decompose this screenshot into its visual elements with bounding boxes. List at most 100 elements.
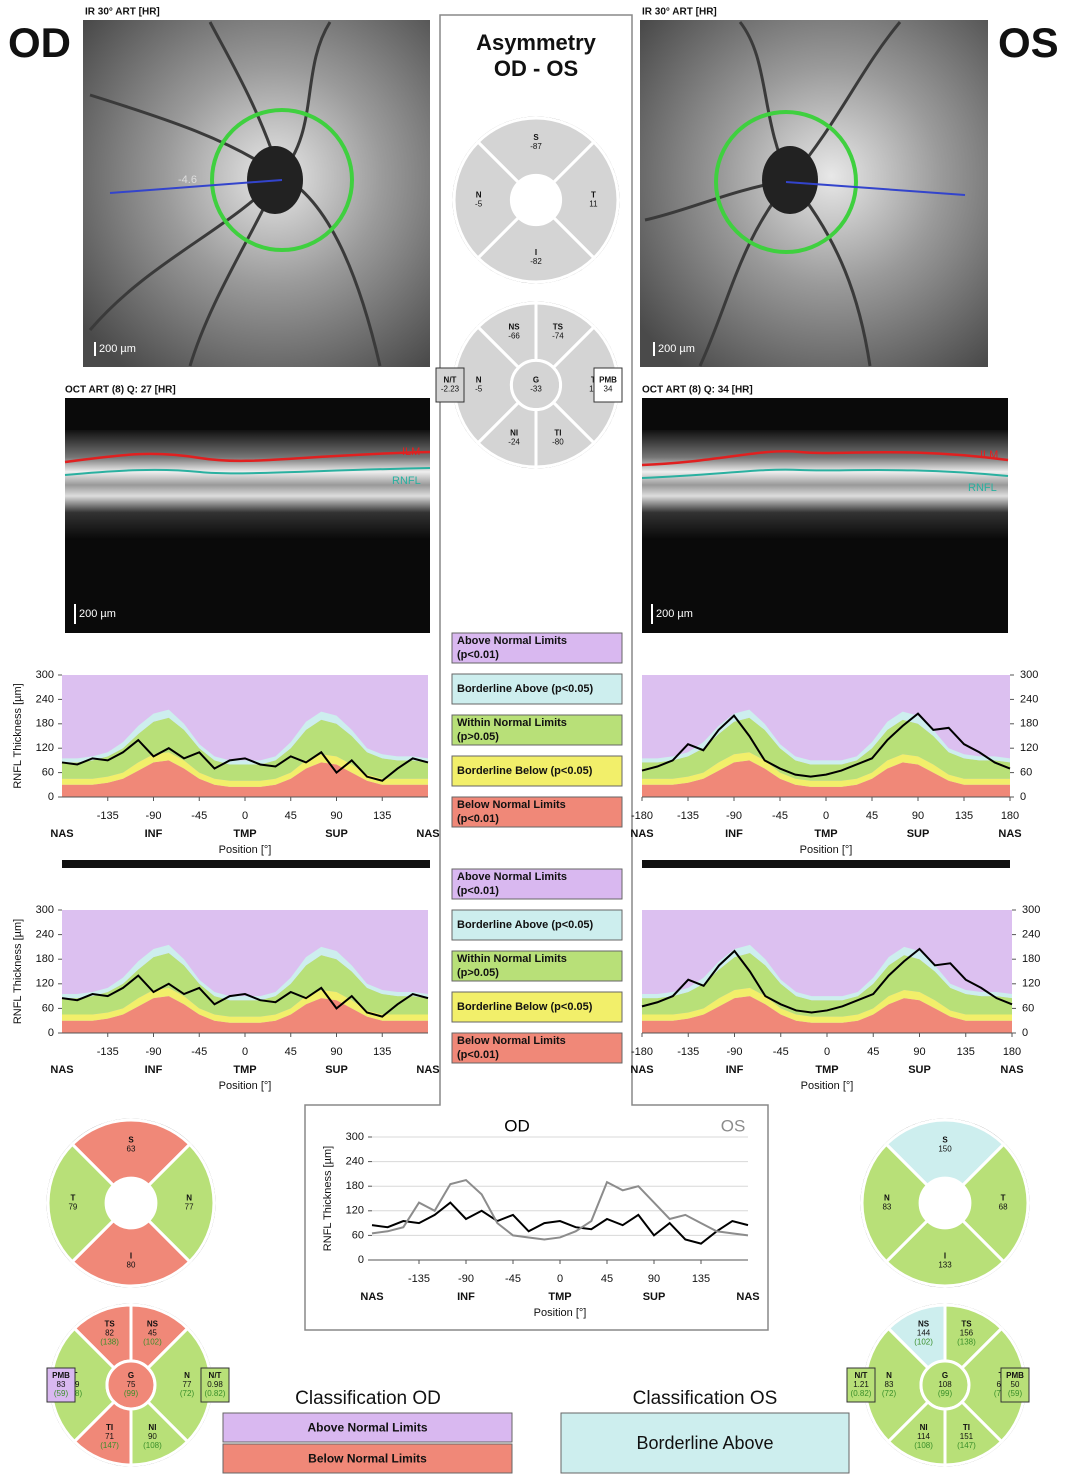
legend-label: Below Normal Limits bbox=[457, 799, 566, 811]
image-label: OCT ART (8) Q: 34 [HR] bbox=[642, 385, 753, 396]
sector-label: G bbox=[128, 1371, 134, 1380]
legend-label: Borderline Below (p<0.05) bbox=[457, 1001, 593, 1013]
separator bbox=[62, 860, 430, 868]
map-center bbox=[921, 1179, 969, 1227]
sector-value: 83 bbox=[57, 1380, 66, 1389]
y-tick-label: 60 bbox=[1020, 767, 1032, 779]
sector-label: TI bbox=[963, 1423, 970, 1432]
region-label: NAS bbox=[416, 828, 439, 840]
legend-label: Within Normal Limits bbox=[457, 953, 567, 965]
sector-label: S bbox=[533, 133, 539, 142]
region-label: NAS bbox=[50, 1064, 73, 1076]
sector-value: 83 bbox=[882, 1203, 891, 1212]
classification-label: Below Normal Limits bbox=[308, 1452, 427, 1466]
sector-value: -24 bbox=[508, 438, 520, 447]
classification-label: Above Normal Limits bbox=[307, 1421, 427, 1435]
x-tick-label: 135 bbox=[955, 810, 973, 822]
x-tick-label: 90 bbox=[330, 810, 342, 822]
x-tick-label: 180 bbox=[1003, 1046, 1021, 1058]
sector-value: 156 bbox=[960, 1328, 974, 1337]
sector-label: NI bbox=[148, 1423, 156, 1432]
y-tick-label: 180 bbox=[346, 1180, 364, 1192]
sector-reference: (138) bbox=[957, 1337, 976, 1346]
legend-label: (p<0.01) bbox=[457, 649, 499, 661]
map-center bbox=[107, 1179, 155, 1227]
sector-reference: (102) bbox=[143, 1337, 162, 1346]
region-label: NAS bbox=[1000, 1064, 1023, 1076]
layer-label: RNFL bbox=[392, 475, 421, 487]
x-tick-label: 180 bbox=[1001, 810, 1019, 822]
region-label: TMP bbox=[233, 1064, 256, 1076]
x-tick-label: 135 bbox=[957, 1046, 975, 1058]
sector-value: -5 bbox=[475, 385, 483, 394]
y-tick-label: 180 bbox=[36, 953, 54, 965]
region-label: NAS bbox=[630, 828, 653, 840]
y-tick-label: 240 bbox=[36, 929, 54, 941]
x-axis-title: Position [°] bbox=[534, 1307, 587, 1319]
y-axis-title: RNFL Thickness [µm] bbox=[12, 683, 24, 788]
classification-title: Classification OS bbox=[633, 1388, 778, 1409]
sector-value: 151 bbox=[960, 1432, 974, 1441]
sector-reference: (99) bbox=[124, 1389, 139, 1398]
sector-label: NS bbox=[147, 1319, 159, 1328]
sector-label: G bbox=[533, 376, 539, 385]
x-axis-title: Position [°] bbox=[219, 844, 272, 856]
sector-label: PMB bbox=[599, 376, 617, 385]
y-tick-label: 0 bbox=[1022, 1027, 1028, 1039]
y-tick-label: 60 bbox=[1022, 1002, 1034, 1014]
sector-value: 0.98 bbox=[207, 1380, 223, 1389]
sector-value: 34 bbox=[604, 385, 613, 394]
x-tick-label: 90 bbox=[330, 1046, 342, 1058]
sector-reference: (72) bbox=[882, 1389, 897, 1398]
y-axis-title: RNFL Thickness [µm] bbox=[322, 1146, 334, 1251]
x-axis-title: Position [°] bbox=[801, 1080, 854, 1092]
y-tick-label: 120 bbox=[36, 978, 54, 990]
sector-value: 77 bbox=[185, 1203, 194, 1212]
region-label: NAS bbox=[630, 1064, 653, 1076]
x-tick-label: 90 bbox=[912, 810, 924, 822]
sector-reference: (59) bbox=[1008, 1389, 1023, 1398]
sector-label: N bbox=[186, 1194, 192, 1203]
sector-value: 63 bbox=[127, 1145, 136, 1154]
region-label: NAS bbox=[50, 828, 73, 840]
sector-value: 79 bbox=[68, 1203, 77, 1212]
region-label: SUP bbox=[325, 828, 348, 840]
sector-reference: (108) bbox=[914, 1441, 933, 1450]
scale-label: 200 µm bbox=[658, 343, 695, 355]
sector-value: 1.21 bbox=[853, 1380, 869, 1389]
sector-value: 45 bbox=[148, 1328, 157, 1337]
sector-label: TS bbox=[553, 323, 564, 332]
x-tick-label: 0 bbox=[242, 810, 248, 822]
sector-value: 114 bbox=[917, 1432, 930, 1441]
legend-label: Within Normal Limits bbox=[457, 717, 567, 729]
map-center bbox=[512, 176, 559, 223]
sector-value: 77 bbox=[183, 1380, 192, 1389]
sector-reference: (147) bbox=[957, 1441, 976, 1450]
sector-value: 80 bbox=[127, 1261, 136, 1270]
y-tick-label: 120 bbox=[346, 1205, 364, 1217]
sector-value: 108 bbox=[938, 1380, 952, 1389]
x-tick-label: -90 bbox=[726, 810, 742, 822]
sector-reference: (0.82) bbox=[851, 1389, 872, 1398]
sector-reference: (108) bbox=[143, 1441, 162, 1450]
sector-label: PMB bbox=[1006, 1371, 1024, 1380]
region-label: NAS bbox=[360, 1291, 383, 1303]
region-label: INF bbox=[726, 1064, 744, 1076]
asymmetry-title: Asymmetry bbox=[476, 30, 597, 55]
sector-value: -2.23 bbox=[441, 385, 460, 394]
sector-label: PMB bbox=[52, 1371, 70, 1380]
x-tick-label: 45 bbox=[866, 810, 878, 822]
x-tick-label: -45 bbox=[191, 1046, 207, 1058]
y-tick-label: 240 bbox=[36, 693, 54, 705]
y-tick-label: 0 bbox=[48, 791, 54, 803]
x-tick-label: -135 bbox=[677, 810, 699, 822]
x-tick-label: -135 bbox=[97, 1046, 119, 1058]
y-axis-title: RNFL Thickness [µm] bbox=[12, 919, 24, 1024]
fundus-image bbox=[640, 20, 988, 367]
layer-label: RNFL bbox=[968, 482, 997, 494]
separator bbox=[642, 860, 1010, 868]
sector-value: 11 bbox=[589, 200, 598, 209]
x-axis-title: Position [°] bbox=[219, 1080, 272, 1092]
measure-label: -4.6 bbox=[178, 174, 197, 186]
legend-label: (p>0.05) bbox=[457, 731, 499, 743]
